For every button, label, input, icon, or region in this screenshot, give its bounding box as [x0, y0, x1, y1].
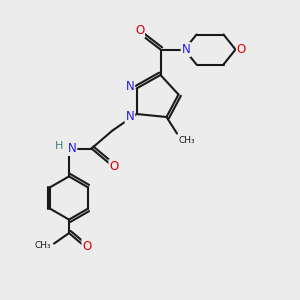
Text: H: H — [55, 141, 64, 151]
Text: O: O — [110, 160, 118, 173]
Text: N: N — [182, 43, 190, 56]
Text: O: O — [82, 239, 91, 253]
Text: N: N — [125, 80, 134, 94]
Text: O: O — [237, 43, 246, 56]
Text: N: N — [125, 110, 134, 123]
Text: CH₃: CH₃ — [34, 241, 51, 250]
Text: O: O — [135, 24, 144, 38]
Text: N: N — [68, 142, 76, 155]
Text: CH₃: CH₃ — [178, 136, 195, 145]
